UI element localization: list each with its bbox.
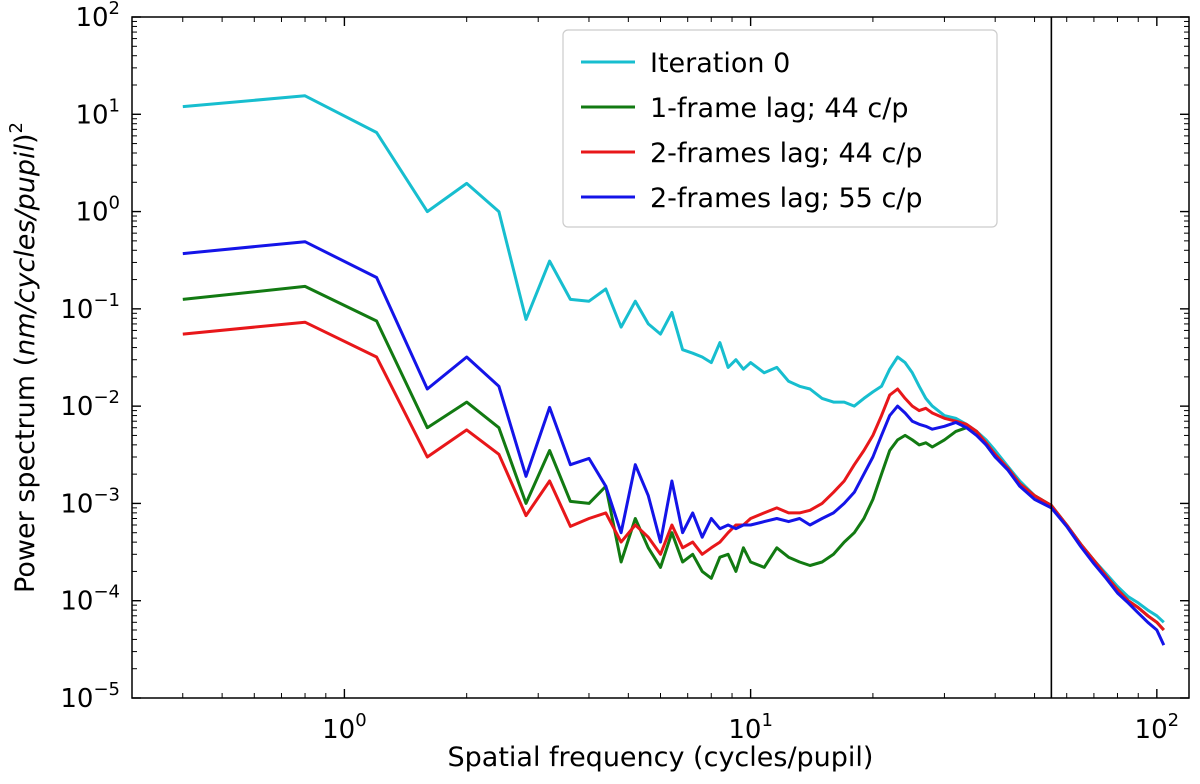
y-axis-label-suffix: ) [10,133,41,144]
y-tick-label-3: 10−3 [60,484,120,519]
x-tick-label-1: 100 [322,710,367,745]
y-tick-label-2: 10−4 [60,582,120,617]
x-axis-label: Spatial frequency (cycles/pupil) [448,742,874,773]
legend-label-4: 2-frames lag; 55 c/p [650,183,923,214]
x-tick-label-3: 102 [1135,710,1180,745]
tick-layer: 100 101 102 10−5 10−4 10−3 10−2 10−1 100 101 102 [60,0,1189,745]
legend-label-1: Iteration 0 [650,48,790,79]
y-axis-label-prefix: Power spectrum ( [10,356,41,593]
legend-label-2: 1-frame lag; 44 c/p [650,93,908,124]
series-line-3 [182,320,1165,632]
legend-box [562,29,998,228]
y-axis-label: Power spectrum (nm/cycles/pupil)2 [6,122,41,593]
legend: Iteration 0 1-frame lag; 44 c/p 2-frames l… [562,29,998,228]
y-tick-label-4: 10−2 [60,387,120,422]
y-tick-label-8: 102 [75,0,120,33]
y-tick-label-1: 10−5 [60,679,120,714]
y-tick-label-5: 10−1 [60,290,120,325]
series-layer [182,94,1166,646]
y-axis-label-units: nm/cycles/pupil [10,144,41,356]
y-tick-label-6: 100 [75,193,120,228]
series-line-4 [182,240,1166,646]
y-axis-label-exponent: 2 [6,122,27,133]
legend-label-3: 2-frames lag; 44 c/p [650,138,923,169]
x-tick-label-2: 101 [728,710,773,745]
y-tick-label-7: 101 [75,95,120,130]
